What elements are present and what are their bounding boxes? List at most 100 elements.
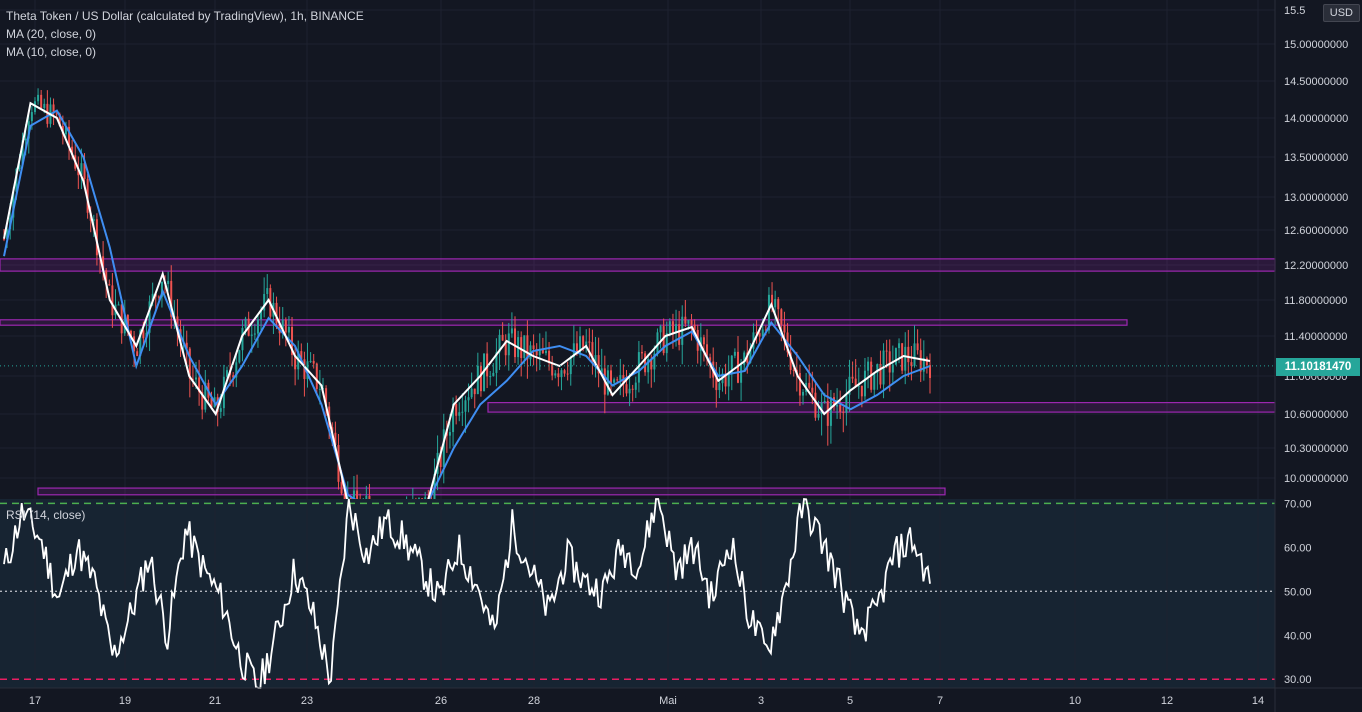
candle-body — [898, 343, 901, 349]
candle-body — [922, 358, 925, 372]
candle-body — [198, 377, 201, 393]
candle-body — [167, 280, 170, 284]
support-resistance-zone — [487, 402, 1276, 413]
candle-body — [764, 329, 767, 331]
rsi-axis-label: 40.00 — [1284, 630, 1312, 642]
time-axis-label: 3 — [758, 695, 764, 707]
time-axis-label: 5 — [847, 695, 853, 707]
candle-body — [18, 164, 21, 169]
candle-body — [421, 498, 424, 499]
candle-body — [758, 333, 761, 337]
candle-body — [126, 315, 129, 331]
ma20-legend[interactable]: MA (20, close, 0) — [6, 27, 97, 41]
candle-body — [315, 363, 318, 389]
candle-body — [30, 112, 33, 122]
candle-body — [659, 326, 662, 333]
candle-body — [916, 343, 919, 351]
rsi-axis-label: 60.00 — [1284, 542, 1312, 554]
candle-body — [148, 301, 151, 333]
candle-body — [693, 324, 696, 330]
candle-body — [675, 324, 678, 334]
candle-body — [600, 368, 603, 374]
candle-body — [808, 382, 811, 388]
candle-body — [188, 348, 191, 379]
candle-body — [12, 191, 15, 218]
candle-body — [690, 320, 693, 325]
rsi-axis-label: 50.00 — [1284, 586, 1312, 598]
candle-body — [532, 345, 535, 350]
candle-body — [678, 324, 681, 345]
candle-body — [105, 270, 108, 285]
candle-body — [774, 299, 777, 308]
candle-body — [687, 320, 690, 324]
candle-body — [216, 397, 219, 412]
candle-body — [644, 353, 647, 373]
candle-body — [452, 404, 455, 433]
candle-body — [836, 404, 839, 407]
candle-body — [349, 497, 352, 499]
candle-body — [665, 333, 668, 354]
currency-badge[interactable]: USD — [1322, 4, 1360, 22]
candle-body — [102, 256, 105, 271]
candle-body — [95, 219, 98, 256]
candle-body — [814, 392, 817, 418]
candle-body — [891, 364, 894, 373]
candle-body — [656, 332, 659, 354]
candle-body — [566, 373, 569, 375]
candle-body — [238, 350, 241, 363]
candle-body — [470, 388, 473, 398]
candle-body — [260, 310, 263, 320]
candle-body — [448, 432, 451, 436]
candle-body — [275, 302, 278, 324]
price-axis-label: 15.5 — [1284, 5, 1305, 17]
candle-body — [929, 365, 931, 378]
price-axis-label: 14.00000000 — [1284, 113, 1348, 125]
candle-body — [232, 375, 235, 378]
support-resistance-zone — [37, 487, 946, 496]
candle-body — [486, 353, 489, 377]
candle-body — [507, 333, 510, 356]
rsi-legend[interactable]: RSI (14, close) — [6, 508, 86, 522]
candle-body — [479, 365, 482, 392]
time-axis-label: 12 — [1161, 695, 1173, 707]
candle-body — [860, 385, 863, 397]
candle-body — [64, 126, 67, 135]
candle-body — [730, 355, 733, 375]
price-axis-label: 13.00000000 — [1284, 192, 1348, 204]
candle-body — [863, 370, 866, 397]
candle-body — [702, 337, 705, 345]
candle-body — [77, 168, 80, 176]
candle-body — [541, 349, 544, 354]
candle-body — [832, 397, 835, 407]
candle-body — [263, 294, 266, 311]
candle-body — [610, 370, 613, 383]
candle-body — [318, 388, 321, 390]
time-axis-label: 26 — [435, 695, 447, 707]
candle-body — [749, 348, 752, 363]
ma20-line — [3, 109, 931, 499]
candle-body — [294, 354, 297, 370]
ma10-legend[interactable]: MA (10, close, 0) — [6, 45, 97, 59]
candle-body — [606, 370, 609, 395]
candle-body — [334, 432, 337, 446]
candle-body — [489, 376, 492, 378]
candle-body — [904, 346, 907, 371]
candle-body — [117, 304, 120, 306]
candle-body — [235, 362, 238, 378]
candle-body — [424, 497, 427, 499]
candle-body — [854, 378, 857, 387]
candle-body — [129, 330, 132, 337]
candle-body — [514, 328, 517, 358]
time-axis-label: 19 — [119, 695, 131, 707]
candle-body — [569, 357, 572, 375]
candle-body — [563, 370, 566, 374]
candle-body — [842, 411, 845, 413]
candle-body — [356, 490, 359, 499]
candle-body — [771, 294, 774, 308]
rsi-axis-label: 30.00 — [1284, 674, 1312, 686]
candle-body — [876, 363, 879, 373]
candle-body — [727, 374, 730, 387]
main-pane-bg — [0, 0, 1275, 499]
price-axis-label: 10.30000000 — [1284, 443, 1348, 455]
